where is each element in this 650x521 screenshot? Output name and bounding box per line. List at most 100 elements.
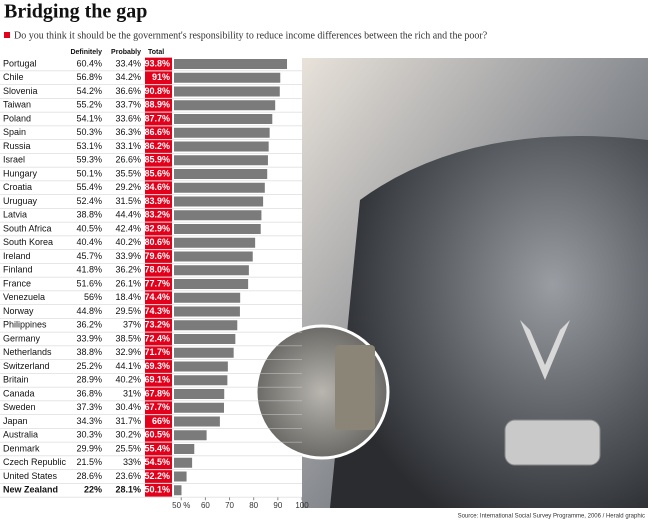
value-label: 85.6% [144, 168, 170, 178]
bar [174, 320, 238, 331]
row-label: Australia [3, 430, 38, 440]
row-label: Denmark [3, 443, 40, 453]
value-label: 30.3% [76, 430, 102, 440]
column-header: Total [148, 49, 164, 56]
row-label: Canada [3, 388, 35, 398]
value-label: 52.4% [76, 196, 102, 206]
bar [174, 292, 241, 303]
bar [174, 265, 249, 276]
value-label: 56.8% [76, 72, 102, 82]
bar [174, 444, 195, 454]
value-label: 31% [123, 388, 141, 398]
value-label: 69.1% [144, 375, 170, 385]
value-label: 38.5% [115, 333, 141, 343]
bar [174, 114, 273, 124]
value-label: 84.6% [144, 182, 170, 192]
total-cell [145, 57, 172, 71]
total-cell [145, 428, 172, 442]
row-label: Czech Republic [3, 457, 67, 467]
bar [174, 251, 253, 262]
bar [174, 457, 193, 468]
value-label: 67.7% [144, 402, 170, 412]
total-cell [145, 401, 172, 415]
bar [174, 72, 281, 83]
total-cell [145, 263, 172, 277]
value-label: 54.2% [76, 86, 102, 96]
value-label: 30.4% [115, 402, 141, 412]
total-cell [145, 153, 172, 167]
value-label: 36.2% [115, 265, 141, 275]
row-label: Portugal [3, 58, 37, 68]
value-label: 31.7% [115, 416, 141, 426]
value-label: 41.8% [76, 265, 102, 275]
value-label: 33.9% [115, 251, 141, 261]
value-label: 40.2% [115, 237, 141, 247]
value-label: 33.1% [115, 141, 141, 151]
value-label: 33.6% [115, 113, 141, 123]
value-label: 80.6% [144, 237, 170, 247]
row-label: Latvia [3, 210, 27, 220]
total-cell [145, 387, 172, 401]
x-tick-label: 70 [225, 501, 234, 510]
bar [174, 86, 280, 97]
value-label: 23.6% [115, 471, 141, 481]
bar [174, 100, 276, 111]
total-cell [145, 208, 172, 222]
total-cell [145, 360, 172, 373]
value-label: 34.2% [115, 72, 141, 82]
row-label: Slovenia [3, 86, 38, 96]
value-label: 54.1% [76, 113, 102, 123]
value-label: 54.5% [144, 457, 170, 467]
value-label: 33.9% [76, 333, 102, 343]
value-label: 69.3% [144, 361, 170, 371]
total-cell [145, 483, 172, 497]
value-label: 25.2% [76, 361, 102, 371]
total-cell [145, 195, 172, 208]
value-label: 36.8% [76, 388, 102, 398]
bar [174, 306, 240, 317]
bullet [4, 32, 10, 38]
value-label: 78.0% [144, 265, 170, 275]
total-cell [145, 71, 172, 85]
total-cell [145, 346, 172, 360]
value-label: 44.1% [115, 361, 141, 371]
row-label: Philippines [3, 320, 47, 330]
value-label: 50.1% [76, 168, 102, 178]
value-label: 37% [123, 320, 141, 330]
value-label: 51.6% [76, 278, 102, 288]
total-cell [145, 167, 172, 181]
value-label: 71.7% [144, 347, 170, 357]
x-tick-label: 50 % [172, 501, 190, 510]
value-label: 38.8% [76, 210, 102, 220]
row-label: Japan [3, 416, 28, 426]
bar [174, 182, 265, 193]
value-label: 45.7% [76, 251, 102, 261]
value-label: 44.8% [76, 306, 102, 316]
bar [174, 196, 264, 207]
bar [174, 224, 261, 234]
bar [174, 361, 228, 372]
value-label: 18.4% [115, 292, 141, 302]
value-label: 33% [123, 457, 141, 467]
row-label: Spain [3, 127, 26, 137]
bar [174, 169, 268, 179]
row-label: South Korea [3, 237, 53, 247]
x-tick-label: 60 [201, 501, 210, 510]
chart-title: Bridging the gap [4, 1, 147, 23]
value-label: 73.2% [144, 320, 170, 330]
value-label: 31.5% [115, 196, 141, 206]
value-label: 33.7% [115, 100, 141, 110]
total-cell [145, 126, 172, 140]
value-label: 74.3% [144, 306, 170, 316]
value-label: 53.1% [76, 141, 102, 151]
value-label: 85.9% [144, 155, 170, 165]
column-header: Definitely [70, 49, 102, 56]
source: Source: International Social Survey Prog… [458, 514, 645, 520]
bar [174, 59, 288, 69]
value-label: 40.4% [76, 237, 102, 247]
subtitle: Do you think it should be the government… [14, 30, 488, 41]
value-label: 55.2% [76, 100, 102, 110]
value-label: 30.2% [115, 430, 141, 440]
total-cell [145, 181, 172, 195]
value-label: 74.4% [144, 292, 170, 302]
